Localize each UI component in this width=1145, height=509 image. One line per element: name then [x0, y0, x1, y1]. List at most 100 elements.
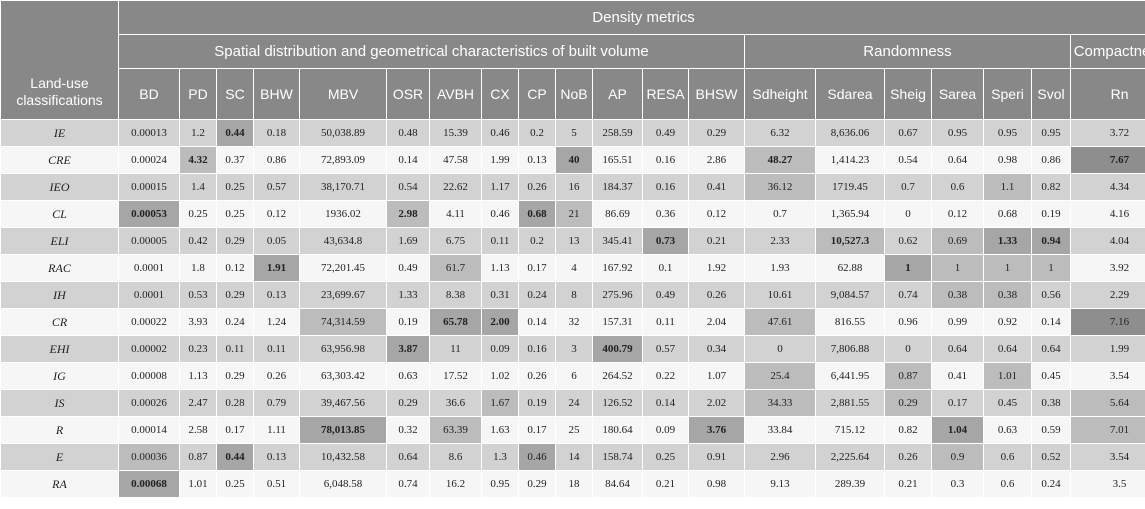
density-metrics-header: Density metrics — [117, 0, 1145, 35]
table-cell: 0.29 — [518, 470, 556, 498]
table-cell: 0.3 — [931, 470, 984, 498]
column-header: RESA — [642, 68, 689, 120]
table-cell: 1.99 — [481, 146, 519, 174]
table-cell: 0.69 — [931, 227, 984, 255]
column-header: Sdarea — [815, 68, 885, 120]
table-cell: 1.13 — [179, 362, 217, 390]
table-cell: 3.72 — [1069, 119, 1145, 147]
table-cell: 0.96 — [884, 308, 932, 336]
table-cell: 21 — [555, 200, 593, 228]
table-cell: 0.09 — [481, 335, 519, 363]
table-cell: 0.87 — [179, 443, 217, 471]
table-cell: 0.00013 — [118, 119, 180, 147]
table-cell: 0.46 — [481, 119, 519, 147]
table-cell: 39,467.56 — [299, 389, 387, 417]
column-header: AP — [592, 68, 643, 120]
table-cell: 0.63 — [983, 416, 1032, 444]
table-cell: 0.11 — [642, 308, 689, 336]
table-cell: 6.32 — [744, 119, 816, 147]
table-cell: 0.38 — [931, 281, 984, 309]
table-cell: 47.61 — [744, 308, 816, 336]
table-cell: 48.27 — [744, 146, 816, 174]
table-cell: 0.52 — [1031, 443, 1071, 471]
table-cell: 63,956.98 — [299, 335, 387, 363]
table-cell: 1.1 — [983, 173, 1032, 201]
table-cell: 0.63 — [386, 362, 430, 390]
table-row: CR 0.00022 3.93 0.24 1.24 74,314.59 0.19 65.78 2… — [0, 308, 1145, 336]
table-cell: 1.02 — [481, 362, 519, 390]
table-cell: 0.2 — [518, 227, 556, 255]
table-cell: 0.51 — [253, 470, 300, 498]
table-cell: 0.14 — [642, 389, 689, 417]
column-header: Sarea — [931, 68, 984, 120]
table-cell: 2.58 — [179, 416, 217, 444]
table-cell: 4 — [555, 254, 593, 282]
table-cell: 2.47 — [179, 389, 217, 417]
table-cell: 7.67 — [1069, 146, 1145, 174]
table-cell: 86.69 — [592, 200, 643, 228]
row-label: CL — [0, 200, 119, 228]
table-row: CL 0.00053 0.25 0.25 0.12 1936.02 2.98 4.11 0.46… — [0, 200, 1145, 228]
table-cell: 0.91 — [688, 443, 745, 471]
spatial-subheader: Spatial distribution and geometrical cha… — [118, 34, 745, 69]
table-cell: 1.33 — [983, 227, 1032, 255]
table-cell: 0.23 — [179, 335, 217, 363]
table-cell: 1.92 — [688, 254, 745, 282]
table-row: ELI 0.00005 0.42 0.29 0.05 43,634.8 1.69 6.75 0.… — [0, 227, 1145, 255]
table-cell: 38,170.71 — [299, 173, 387, 201]
column-header: AVBH — [429, 68, 482, 120]
table-cell: 0 — [744, 335, 816, 363]
table-cell: 3.76 — [688, 416, 745, 444]
table-cell: 65.78 — [429, 308, 482, 336]
table-cell: 0.98 — [688, 470, 745, 498]
table-cell: 14 — [555, 443, 593, 471]
table-cell: 157.31 — [592, 308, 643, 336]
table-row: CRE 0.00024 4.32 0.37 0.86 72,893.09 0.14 47.58… — [0, 146, 1145, 174]
table-cell: 0.38 — [983, 281, 1032, 309]
table-cell: 0.0001 — [118, 254, 180, 282]
table-cell: 50,038.89 — [299, 119, 387, 147]
table-cell: 0.18 — [253, 119, 300, 147]
table-cell: 0.73 — [642, 227, 689, 255]
table-cell: 0.44 — [216, 119, 254, 147]
table-cell: 0.82 — [1031, 173, 1071, 201]
table-cell: 165.51 — [592, 146, 643, 174]
table-cell: 715.12 — [815, 416, 885, 444]
row-label: E — [0, 443, 119, 471]
table-cell: 0 — [884, 200, 932, 228]
table-cell: 0.86 — [1031, 146, 1071, 174]
table-cell: 0.25 — [216, 200, 254, 228]
table-cell: 2.29 — [1069, 281, 1145, 309]
table-row: EHI 0.00002 0.23 0.11 0.11 63,956.98 3.87 11 0.0… — [0, 335, 1145, 363]
row-label: R — [0, 416, 119, 444]
table-row: E 0.00036 0.87 0.44 0.13 10,432.58 0.64 8.6 1.3 0… — [0, 443, 1145, 471]
table-cell: 0.17 — [518, 254, 556, 282]
table-cell: 61.7 — [429, 254, 482, 282]
table-cell: 4.16 — [1069, 200, 1145, 228]
table-cell: 0.26 — [253, 362, 300, 390]
table-cell: 2.96 — [744, 443, 816, 471]
table-cell: 0.95 — [1031, 119, 1071, 147]
table-cell: 0.95 — [481, 470, 519, 498]
row-label: IE — [0, 119, 119, 147]
table-cell: 0.74 — [884, 281, 932, 309]
table-cell: 0.56 — [1031, 281, 1071, 309]
table-cell: 400.79 — [592, 335, 643, 363]
table-cell: 3.5 — [1069, 470, 1145, 498]
table-cell: 1.63 — [481, 416, 519, 444]
table-cell: 2.98 — [386, 200, 430, 228]
table-cell: 0.68 — [983, 200, 1032, 228]
table-cell: 0.41 — [931, 362, 984, 390]
table-cell: 0.29 — [216, 362, 254, 390]
table-cell: 275.96 — [592, 281, 643, 309]
table-cell: 7.16 — [1069, 308, 1145, 336]
table-cell: 10.61 — [744, 281, 816, 309]
table-cell: 0.95 — [983, 119, 1032, 147]
table-cell: 1.93 — [744, 254, 816, 282]
table-cell: 0.14 — [1031, 308, 1071, 336]
table-cell: 0.99 — [931, 308, 984, 336]
table-cell: 0.00002 — [118, 335, 180, 363]
table-cell: 15.39 — [429, 119, 482, 147]
table-cell: 4.34 — [1069, 173, 1145, 201]
table-cell: 72,893.09 — [299, 146, 387, 174]
